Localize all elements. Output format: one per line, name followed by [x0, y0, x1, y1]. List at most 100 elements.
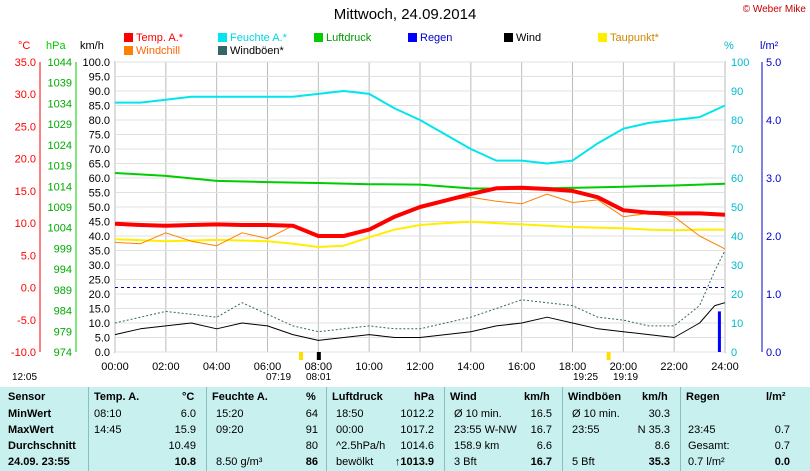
sunset-end-time: 19:19 [613, 372, 639, 383]
rain-tick-label: 2.0 [766, 231, 781, 243]
table-cell: 6.0 [180, 408, 196, 420]
table-cell: 86 [305, 456, 318, 468]
table-header-gusts-unit: km/h [642, 391, 668, 403]
temp-tick-label: 20.0 [15, 154, 36, 166]
table-header-pressure: Luftdruck [332, 391, 383, 403]
legend-label: Luftdruck [326, 32, 372, 44]
press-tick-label: 984 [54, 306, 72, 318]
table-cell: 30.3 [648, 408, 670, 420]
legend-swatch [124, 46, 133, 55]
series-line-taupunkt [114, 220, 725, 248]
table-cell: 16.5 [530, 408, 552, 420]
press-unit: hPa [46, 40, 66, 52]
rain-tick-label: 4.0 [766, 115, 781, 127]
table-cell: 0.0 [774, 456, 790, 468]
table-cell: 23:55 W-NW [454, 424, 517, 436]
table-cell: 15.9 [174, 424, 196, 436]
press-tick-label: 1009 [48, 202, 72, 214]
x-tick-label: 04:00 [203, 361, 231, 373]
speed-tick-label: 20.0 [89, 289, 110, 301]
hum-tick-label: 30 [731, 260, 743, 272]
x-tick-label: 20:00 [610, 361, 638, 373]
table-header-humidity-unit: % [306, 391, 316, 403]
table-header-wind-unit: km/h [524, 391, 550, 403]
rain-tick-label: 1.0 [766, 289, 781, 301]
speed-tick-label: 70.0 [89, 144, 110, 156]
table-divider [326, 387, 327, 471]
temp-tick-label: 35.0 [15, 57, 36, 69]
weather-chart: 00:00 02:00 04:00 06:00 08:00 10:00 12:00 14:00… [11, 57, 781, 373]
rain-unit: l/m² [760, 40, 779, 52]
speed-unit: km/h [80, 40, 104, 52]
table-cell: 0.7 l/m² [688, 456, 725, 468]
table-cell: 16.7 [530, 456, 552, 468]
press-tick-label: 1019 [48, 161, 72, 173]
table-header-temp: Temp. A. [94, 391, 140, 403]
table-cell: 3 Bft [454, 456, 477, 468]
series-line-temp-a [114, 185, 726, 238]
table-cell: N 35.3 [637, 424, 670, 436]
table-divider [444, 387, 445, 471]
temp-unit: °C [18, 40, 31, 52]
legend-label: Windböen* [230, 45, 284, 57]
rain-tick-label: 3.0 [766, 173, 781, 185]
legend-wind: Wind [504, 32, 541, 44]
table-cell: ↑1013.9 [394, 456, 434, 468]
legend-label: Windchill [136, 45, 181, 57]
speed-tick-label: 90.0 [89, 86, 110, 98]
series-line-wind [114, 302, 726, 341]
speed-tick-label: 65.0 [89, 159, 110, 171]
legend-swatch [314, 33, 323, 42]
hum-tick-label: 10 [731, 318, 743, 330]
table-cell: 10.49 [168, 440, 196, 452]
speed-tick-label: 80.0 [89, 115, 110, 127]
table-cell: 91 [305, 424, 318, 436]
table-cell: 5 Bft [572, 456, 595, 468]
table-header-gusts: Windböen [568, 391, 622, 403]
press-tick-label: 999 [54, 243, 72, 255]
table-cell: bewölkt [336, 456, 374, 468]
hum-tick-label: 80 [731, 115, 743, 127]
x-tick-label: 22:00 [660, 361, 688, 373]
legend-swatch [218, 33, 227, 42]
table-cell: 6.6 [536, 440, 552, 452]
legend-swatch [124, 33, 133, 42]
table-cell: ^2.5hPa/h [336, 440, 386, 452]
speed-tick-label: 55.0 [89, 188, 110, 200]
table-cell: 10.8 [174, 456, 196, 468]
sunrise-marker-time: 08:01 [306, 372, 332, 383]
hum-tick-label: 100 [731, 57, 749, 69]
press-tick-label: 1034 [48, 98, 72, 110]
legend-label: Temp. A.* [136, 32, 184, 44]
table-cell: 35.3 [648, 456, 670, 468]
speed-tick-label: 50.0 [89, 202, 110, 214]
time-left: 12:05 [12, 372, 38, 383]
table-cell: Gesamt: [688, 440, 730, 452]
table-header-temp-unit: °C [182, 391, 195, 403]
table-divider [562, 387, 563, 471]
table-row-label: Durchschnitt [8, 440, 76, 452]
press-tick-label: 1039 [48, 78, 72, 90]
legend-swatch [504, 33, 513, 42]
legend-swatch [598, 33, 607, 42]
speed-tick-label: 0.0 [95, 347, 110, 359]
legend-windchill: Windchill [124, 45, 180, 57]
table-cell: 1017.2 [400, 424, 434, 436]
legend-dewpoint: Taupunkt* [598, 32, 659, 44]
table-cell: 8.6 [654, 440, 670, 452]
hum-tick-label: 20 [731, 289, 743, 301]
speed-tick-label: 95.0 [89, 72, 110, 84]
speed-tick-label: 35.0 [89, 246, 110, 258]
temp-tick-label: -5.0 [17, 315, 36, 327]
table-cell: 80 [305, 440, 318, 452]
speed-tick-label: 10.0 [89, 318, 110, 330]
x-tick-label: 06:00 [254, 361, 282, 373]
temp-tick-label: 5.0 [21, 250, 36, 262]
hum-tick-label: 50 [731, 202, 743, 214]
table-cell: Ø 10 min. [572, 408, 620, 420]
table-divider [206, 387, 207, 471]
table-cell: 1012.2 [400, 408, 434, 420]
summary-table: Sensor Temp. A. °C Feuchte A. % Luftdruc… [0, 387, 810, 471]
time-bar: 12:05 07:19 08:01 19:25 19:19 [0, 372, 810, 387]
press-tick-label: 1029 [48, 119, 72, 131]
